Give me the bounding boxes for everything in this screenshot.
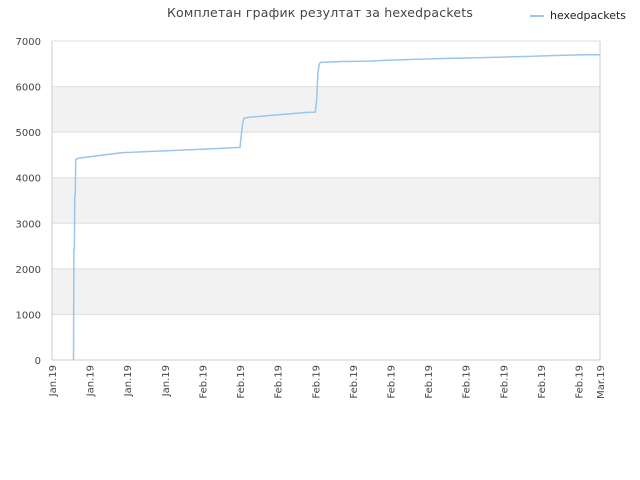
y-tick-label: 0 xyxy=(35,356,41,367)
background-band xyxy=(52,223,600,269)
background-band xyxy=(52,86,600,133)
background-band xyxy=(52,314,600,360)
series-layer xyxy=(72,53,600,361)
background-band xyxy=(52,41,600,87)
x-tick-label: Jan.19 xyxy=(123,365,134,397)
x-tick-label: Jan.19 xyxy=(48,365,59,397)
x-tick-label: Jan.19 xyxy=(161,365,172,397)
x-tick-labels: Jan.19 Jan.19 Jan.19 Jan.19 Feb.19 Feb.19 Feb.… xyxy=(48,365,607,399)
x-tick-label: Feb.19 xyxy=(274,365,285,399)
y-tick-label: 5000 xyxy=(16,128,41,139)
axes xyxy=(51,41,601,361)
y-tick-label: 6000 xyxy=(16,83,41,94)
y-tick-label: 1000 xyxy=(16,310,41,321)
legend-swatch xyxy=(530,15,544,17)
y-tick-labels: 0 1000 2000 3000 4000 5000 6000 7000 xyxy=(16,37,41,367)
x-tick-label: Feb.19 xyxy=(349,365,360,399)
y-tick-label: 7000 xyxy=(16,37,41,48)
y-tick-label: 2000 xyxy=(16,265,41,276)
y-tick-label: 3000 xyxy=(16,219,41,230)
y-tick-label: 4000 xyxy=(16,174,41,185)
x-tick-label: Feb.19 xyxy=(499,365,510,399)
x-tick-label: Jan.19 xyxy=(86,365,97,397)
x-tick-label: Feb.19 xyxy=(575,365,586,399)
series-line-hexedpackets xyxy=(72,53,600,361)
background-bands xyxy=(52,41,600,360)
x-tick-label: Feb.19 xyxy=(386,365,397,399)
legend-label: hexedpackets xyxy=(550,9,627,22)
chart-title: Комплетан график резултат за hexedpacket… xyxy=(166,5,474,20)
x-tick-label: Feb.19 xyxy=(537,365,548,399)
background-band xyxy=(52,132,600,178)
x-tick-label: Feb.19 xyxy=(311,365,322,399)
x-tick-label: Feb.19 xyxy=(198,365,209,399)
x-tick-label: Feb.19 xyxy=(462,365,473,399)
x-tick-label: Feb.19 xyxy=(236,365,247,399)
x-tick-label: Feb.19 xyxy=(424,365,435,399)
x-tick-label: Mar.19 xyxy=(596,365,607,399)
background-band xyxy=(52,268,600,315)
background-band xyxy=(52,177,600,224)
legend: hexedpackets xyxy=(530,9,626,22)
